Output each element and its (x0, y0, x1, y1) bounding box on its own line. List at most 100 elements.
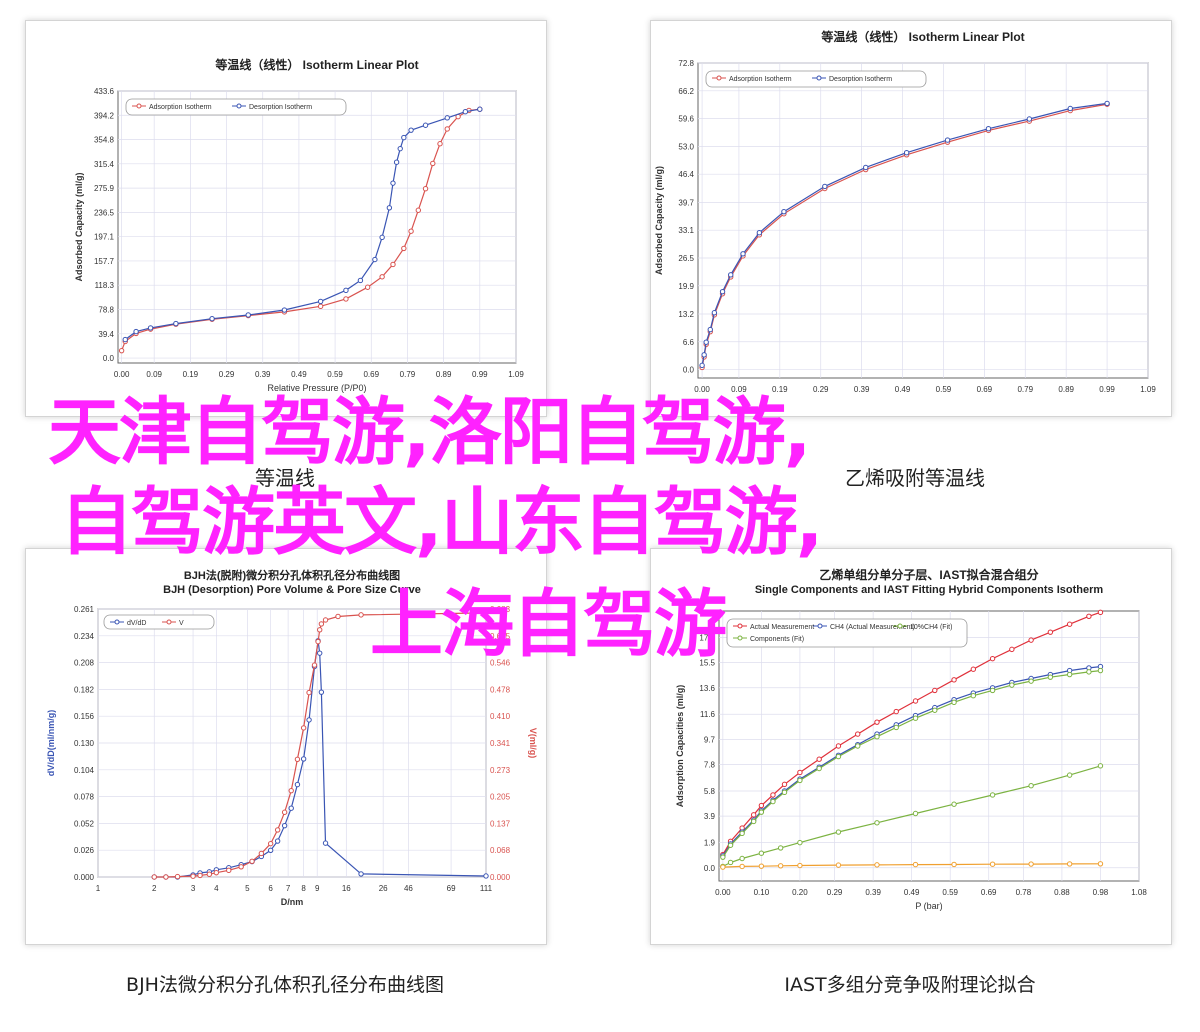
x-tick-label: 0.59 (942, 888, 958, 897)
y-tick-label: 17.4 (699, 633, 715, 642)
x-tick-label: 0.59 (936, 385, 952, 394)
legend-label: Adsorption Isotherm (149, 104, 212, 111)
x-tick-label: 0.00 (114, 370, 130, 379)
legend-marker (897, 623, 903, 629)
data-point (699, 362, 705, 369)
data-point (317, 650, 323, 656)
y-tick-label: 7.8 (704, 761, 716, 770)
data-point (274, 827, 281, 833)
data-point (1028, 637, 1034, 643)
data-point (306, 717, 312, 723)
legend-label: V (179, 620, 184, 627)
data-point (932, 687, 938, 694)
data-point (951, 677, 957, 683)
y-tick-label: 0.234 (74, 632, 95, 641)
y-tick-label: 0.130 (74, 739, 95, 748)
legend-marker (737, 623, 743, 629)
data-point (1086, 669, 1092, 675)
data-point (1028, 861, 1034, 867)
y-tick-label: 0.0 (683, 366, 695, 375)
data-point (294, 781, 301, 788)
data-point (335, 613, 341, 620)
x-tick-label: 111 (480, 884, 493, 893)
x-tick-label: 8 (301, 884, 306, 893)
legend-label: Components (Fit) (750, 636, 804, 643)
y-tick-label: 13.2 (678, 310, 694, 319)
data-point (163, 874, 169, 880)
data-point (912, 861, 919, 868)
data-point (343, 287, 349, 294)
data-point (245, 312, 251, 318)
x-tick-label: 0.79 (400, 370, 416, 379)
data-point (797, 777, 803, 784)
x-tick-label: 0.69 (981, 888, 997, 897)
legend-box (125, 98, 347, 116)
legend-marker (716, 75, 722, 81)
data-point (258, 850, 265, 857)
data-point (822, 183, 828, 190)
chart-isotherm-left: 等温线（线性） Isotherm Linear Plot 0.0 39.4 78.8 1… (74, 57, 524, 393)
x-tick-label: 0.99 (472, 370, 488, 379)
x-tick-label: 0.89 (1058, 385, 1074, 394)
data-point (358, 871, 364, 877)
y2-tick-label: 0.205 (490, 793, 511, 802)
x-tick-label: 0.59 (327, 370, 343, 379)
data-point (267, 847, 274, 854)
data-point (1097, 763, 1104, 769)
y-tick-label: 157.7 (94, 257, 115, 266)
x-tick-label: 0.88 (1054, 888, 1070, 897)
caption-top-right: 乙烯吸附等温线 (845, 466, 985, 490)
y-tick-label: 33.1 (678, 226, 694, 235)
data-point (118, 347, 125, 354)
y-tick-label: 118.3 (95, 281, 115, 290)
data-point (739, 830, 745, 837)
y-tick-label: 26.5 (678, 254, 694, 263)
data-point (835, 829, 842, 835)
legend: Adsorption Isotherm Desorption Isotherm (125, 98, 347, 116)
chart-subtitle: BJH (Desorption) Pore Volume & Pore Size… (163, 584, 421, 596)
legend-marker (816, 75, 822, 81)
data-point (357, 277, 364, 284)
data-point (989, 792, 996, 798)
data-point (274, 838, 281, 844)
data-point (317, 627, 323, 633)
data-point (267, 840, 274, 847)
legend-marker (136, 103, 142, 109)
data-point (477, 106, 483, 112)
x-tick-label: 5 (245, 884, 250, 893)
data-point (1097, 609, 1104, 616)
legend: Adsorption Isotherm Desorption Isotherm (705, 70, 927, 88)
data-point (173, 320, 179, 327)
data-point (970, 666, 977, 672)
x-tick-label: 6 (268, 884, 273, 893)
data-point (372, 256, 378, 263)
data-point (1047, 674, 1054, 680)
y-tick-label: 0.078 (74, 793, 95, 802)
x-tick-label: 0.69 (977, 385, 993, 394)
y2-tick-label: 0.615 (490, 632, 511, 641)
data-point (311, 662, 318, 668)
x-tick-label: 0.98 (1093, 888, 1109, 897)
data-point (288, 787, 294, 794)
y-tick-label: 0.0 (103, 354, 115, 363)
data-point (1009, 646, 1015, 653)
x-axis-label: P (bar) (915, 901, 942, 911)
legend-label: dV/dD (127, 620, 146, 627)
data-point (739, 855, 745, 862)
data-point (701, 352, 707, 358)
data-point (758, 863, 765, 869)
y-tick-label: 354.8 (94, 136, 115, 145)
x-tick-label: 0.39 (854, 385, 870, 394)
data-point (483, 873, 489, 879)
chart-iast: 乙烯单组分单分子层、IAST拟合混合组分 Single Components an… (675, 567, 1147, 911)
data-point (315, 638, 321, 645)
x-tick-label: 0.39 (865, 888, 881, 897)
y2-tick-label: 0.410 (490, 712, 511, 721)
data-point (777, 845, 784, 851)
y-tick-label: 315.4 (94, 160, 115, 169)
x-tick-label: 0.89 (436, 370, 452, 379)
data-point (422, 185, 429, 192)
x-tick-label: 1 (96, 884, 101, 893)
data-point (1009, 682, 1015, 688)
data-point (209, 315, 215, 322)
